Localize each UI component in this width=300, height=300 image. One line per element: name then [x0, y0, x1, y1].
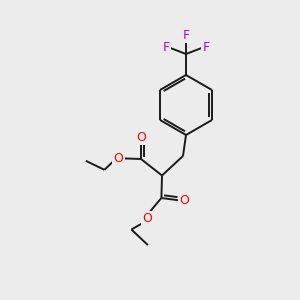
- Text: O: O: [142, 212, 152, 225]
- Text: F: F: [162, 41, 169, 54]
- Text: F: F: [182, 29, 190, 42]
- Text: O: O: [180, 194, 189, 207]
- Text: F: F: [202, 41, 210, 54]
- Text: O: O: [114, 152, 123, 165]
- Text: O: O: [136, 131, 146, 144]
